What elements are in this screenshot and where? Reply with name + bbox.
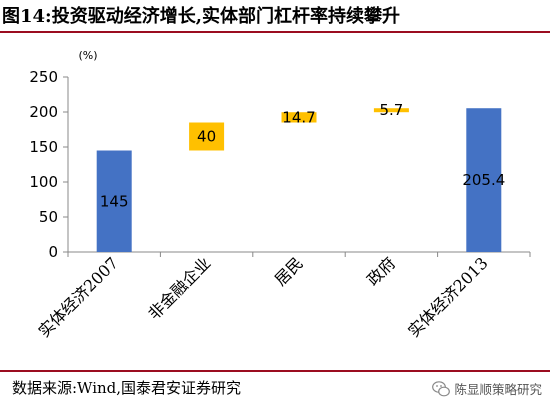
wechat-icon — [432, 380, 451, 396]
y-tick-label: 250 — [29, 68, 58, 86]
y-tick-label: 0 — [48, 243, 58, 261]
chart-title: 图14:投资驱动经济增长,实体部门杠杆率持续攀升 — [0, 0, 550, 33]
x-category-label: 实体经济2013 — [404, 253, 491, 340]
bars-group — [96, 108, 502, 252]
total-bar — [96, 150, 132, 252]
y-tick-label: 100 — [29, 173, 58, 191]
x-axis — [67, 251, 531, 257]
category-labels-group: 实体经济2007 非金融企业 居民 政府 实体经济2013 — [35, 253, 492, 340]
data-label: 205.4 — [462, 171, 505, 189]
y-tick-label: 150 — [29, 138, 58, 156]
data-label: 40 — [197, 128, 216, 146]
increase-bar — [281, 112, 317, 123]
x-category-label: 非金融企业 — [144, 253, 214, 323]
footer: 数据来源:Wind,国泰君安证券研究 陈显顺策略研究 — [0, 370, 550, 407]
watermark: 陈显顺策略研究 — [432, 379, 542, 398]
waterfall-chart: (%) 0 50 100 150 200 250 145 40 14.7 5.7 205.4 实体… — [29, 49, 531, 341]
x-category-label: 居民 — [271, 253, 307, 289]
y-tick-label: 50 — [39, 208, 58, 226]
data-label: 145 — [100, 192, 129, 210]
y-axis: 0 50 100 150 200 250 — [29, 68, 69, 261]
watermark-text: 陈显顺策略研究 — [454, 382, 542, 397]
increase-bar — [189, 122, 225, 151]
x-category-label: 政府 — [363, 253, 399, 289]
total-bar — [466, 108, 502, 252]
y-axis-unit-label: (%) — [78, 49, 97, 62]
source-note: 数据来源:Wind,国泰君安证券研究 — [12, 379, 242, 397]
y-tick-label: 200 — [29, 103, 58, 121]
data-label: 5.7 — [379, 101, 403, 119]
data-label: 14.7 — [282, 108, 315, 126]
increase-bar — [373, 108, 409, 113]
data-labels-group: 145 40 14.7 5.7 205.4 — [100, 101, 505, 210]
x-category-label: 实体经济2007 — [35, 253, 122, 340]
